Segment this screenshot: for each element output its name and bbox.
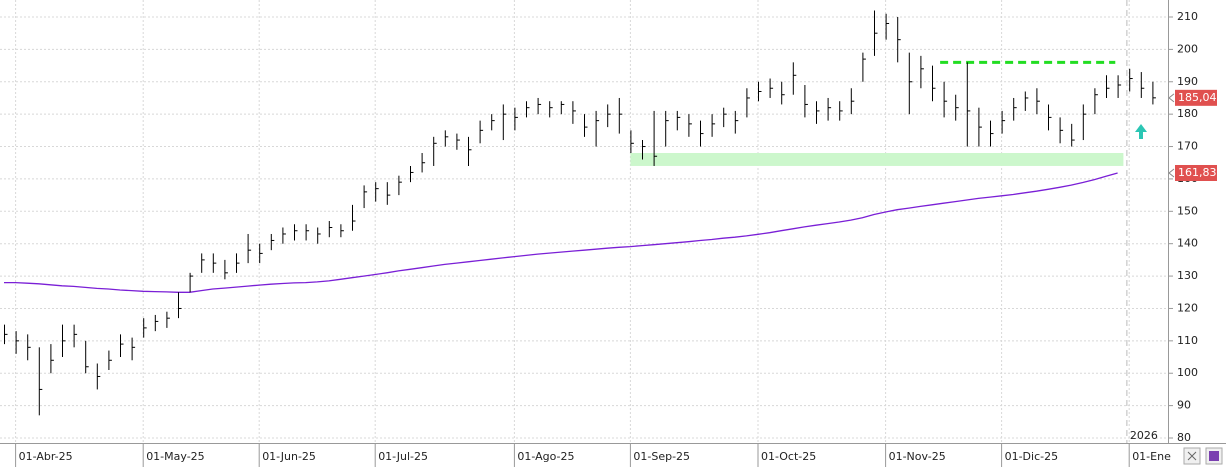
moving-average <box>4 172 1118 293</box>
save-icon <box>1209 451 1219 461</box>
x-tick-label: 01-Oct-25 <box>761 450 816 463</box>
x-tick-label: 01-Jun-25 <box>262 450 316 463</box>
y-tick-label: 110 <box>1177 334 1198 347</box>
y-tick-label: 120 <box>1177 301 1198 314</box>
y-tick-label: 170 <box>1177 140 1198 153</box>
y-tick-label: 190 <box>1177 75 1198 88</box>
y-tick-label: 80 <box>1177 431 1191 444</box>
y-tick-label: 210 <box>1177 10 1198 23</box>
x-tick-label: 01-May-25 <box>146 450 204 463</box>
y-tick-label: 130 <box>1177 269 1198 282</box>
x-tick-label: 01-Dic-25 <box>1005 450 1059 463</box>
expand-icon <box>1187 451 1197 461</box>
label-pointer <box>1168 93 1175 103</box>
y-tick-label: 150 <box>1177 204 1198 217</box>
x-tick-label: 01-Abr-25 <box>19 450 73 463</box>
y-tick-label: 180 <box>1177 107 1198 120</box>
last-value-box <box>1175 164 1217 181</box>
up-arrow <box>1135 124 1147 139</box>
x-tick-label: 01-Ago-25 <box>517 450 574 463</box>
toolbar <box>1183 447 1223 465</box>
year-label: 2026 <box>1130 429 1158 442</box>
label-pointer <box>1168 168 1175 178</box>
x-tick-label: 01-Jul-25 <box>378 450 428 463</box>
x-tick-label: 01-Ene <box>1132 450 1171 463</box>
y-tick-label: 100 <box>1177 366 1198 379</box>
last-value-label: 185,04 <box>1178 91 1217 104</box>
x-tick-label: 01-Sep-25 <box>633 450 690 463</box>
y-tick-label: 200 <box>1177 42 1198 55</box>
last-value-label: 161,83 <box>1178 166 1217 179</box>
last-value-box <box>1175 89 1217 106</box>
y-tick-label: 140 <box>1177 237 1198 250</box>
grid <box>0 0 1168 443</box>
x-tick-label: 01-Nov-25 <box>889 450 946 463</box>
y-tick-label: 90 <box>1177 399 1191 412</box>
support-band <box>630 153 1124 166</box>
